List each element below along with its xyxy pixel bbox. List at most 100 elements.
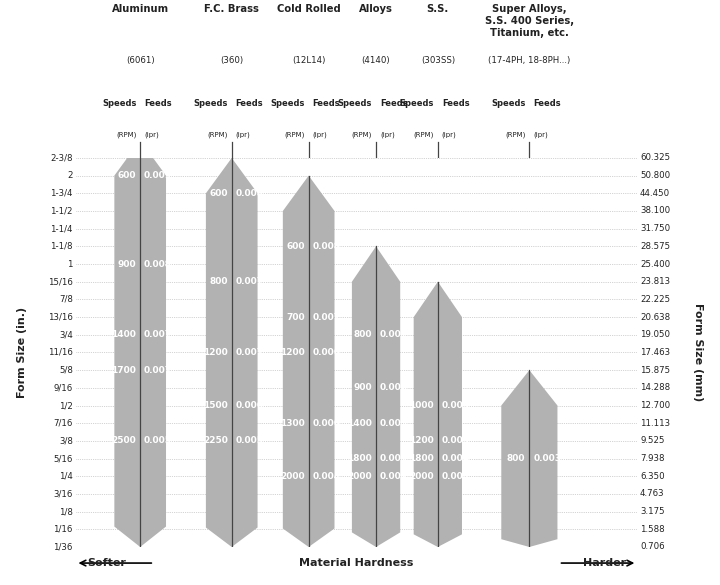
Text: 2500: 2500 (112, 436, 136, 445)
Text: 1.588: 1.588 (640, 525, 665, 534)
Text: 1/16: 1/16 (53, 525, 73, 534)
Text: 0.005: 0.005 (235, 436, 264, 445)
Text: 20.638: 20.638 (640, 312, 670, 322)
Text: 2-3/8: 2-3/8 (50, 153, 73, 163)
Text: 1-1/8: 1-1/8 (50, 242, 73, 251)
Text: 800: 800 (507, 454, 526, 463)
Text: Super Alloys,
S.S. 400 Series,
Titanium, etc.: Super Alloys, S.S. 400 Series, Titanium,… (485, 5, 574, 37)
Text: 1500: 1500 (203, 401, 228, 410)
Text: 7.938: 7.938 (640, 454, 665, 463)
Polygon shape (501, 370, 557, 547)
Text: 9.525: 9.525 (640, 436, 665, 445)
Text: 60.325: 60.325 (640, 153, 670, 163)
Text: 1-1/4: 1-1/4 (50, 224, 73, 233)
Text: Feeds: Feeds (144, 99, 172, 108)
Text: 0.005: 0.005 (380, 419, 408, 428)
Text: 1800: 1800 (347, 454, 372, 463)
Text: 1/2: 1/2 (59, 401, 73, 410)
Text: (6061): (6061) (126, 56, 155, 65)
Text: 2250: 2250 (203, 436, 228, 445)
Text: Speeds: Speeds (270, 99, 305, 108)
Polygon shape (283, 176, 335, 547)
Text: F.C. Brass: F.C. Brass (204, 5, 259, 15)
Text: (RPM): (RPM) (116, 131, 136, 138)
Text: 0.004: 0.004 (442, 472, 470, 481)
Text: 0.007: 0.007 (380, 331, 408, 339)
Text: 1800: 1800 (409, 454, 434, 463)
Text: 25.400: 25.400 (640, 260, 670, 269)
Text: (17-4PH, 18-8PH...): (17-4PH, 18-8PH...) (488, 56, 570, 65)
Text: 11/16: 11/16 (48, 348, 73, 357)
Text: S.S.: S.S. (427, 5, 449, 15)
Text: 14.288: 14.288 (640, 383, 670, 393)
Text: (12L14): (12L14) (292, 56, 325, 65)
Text: Softer: Softer (87, 558, 126, 568)
Text: 0.006: 0.006 (312, 419, 341, 428)
Text: (360): (360) (220, 56, 243, 65)
Text: 1: 1 (67, 260, 73, 269)
Text: Cold Rolled: Cold Rolled (276, 5, 341, 15)
Text: 0.007: 0.007 (144, 331, 172, 339)
Text: 0.004: 0.004 (442, 454, 470, 463)
Text: 2000: 2000 (280, 472, 305, 481)
Text: 13/16: 13/16 (48, 312, 73, 322)
Text: 0.006: 0.006 (380, 383, 408, 393)
Text: 1300: 1300 (280, 419, 305, 428)
Text: 0.005: 0.005 (144, 436, 172, 445)
Text: Harder: Harder (583, 558, 626, 568)
Text: 0.006: 0.006 (235, 401, 264, 410)
Text: 22.225: 22.225 (640, 295, 670, 304)
Text: 900: 900 (354, 383, 372, 393)
Text: 38.100: 38.100 (640, 207, 670, 215)
Text: 0.007: 0.007 (235, 348, 264, 357)
Text: 1/8: 1/8 (59, 507, 73, 516)
Text: Feeds: Feeds (534, 99, 561, 108)
Text: 23.813: 23.813 (640, 277, 670, 286)
Text: 7/8: 7/8 (59, 295, 73, 304)
Text: 2: 2 (67, 171, 73, 180)
Polygon shape (206, 158, 258, 547)
Text: Alloys: Alloys (359, 5, 393, 15)
Text: (RPM): (RPM) (207, 131, 228, 138)
Text: 0.004: 0.004 (312, 472, 341, 481)
Text: 3/8: 3/8 (59, 436, 73, 445)
Text: 0.007: 0.007 (144, 366, 172, 374)
Text: Feeds: Feeds (235, 99, 264, 108)
Text: 1200: 1200 (409, 436, 434, 445)
Text: 50.800: 50.800 (640, 171, 670, 180)
Polygon shape (414, 282, 462, 547)
Text: 0.003: 0.003 (534, 454, 562, 463)
Text: 700: 700 (286, 312, 305, 322)
Text: 31.750: 31.750 (640, 224, 670, 233)
Text: Speeds: Speeds (400, 99, 434, 108)
Text: 900: 900 (117, 260, 136, 269)
Text: (ipr): (ipr) (380, 131, 395, 138)
Text: 800: 800 (354, 331, 372, 339)
Text: 0.009: 0.009 (144, 171, 172, 180)
Text: 17.463: 17.463 (640, 348, 670, 357)
Text: 0.007: 0.007 (235, 277, 264, 286)
Text: (ipr): (ipr) (534, 131, 548, 138)
Text: Speeds: Speeds (102, 99, 136, 108)
Text: Speeds: Speeds (194, 99, 228, 108)
Text: Feeds: Feeds (442, 99, 469, 108)
Text: (4140): (4140) (361, 56, 390, 65)
Text: 15/16: 15/16 (48, 277, 73, 286)
Text: 0.005: 0.005 (380, 454, 408, 463)
Text: 15.875: 15.875 (640, 366, 670, 374)
Text: (303SS): (303SS) (420, 56, 455, 65)
Text: Speeds: Speeds (338, 99, 372, 108)
Text: 0.005: 0.005 (442, 401, 469, 410)
Text: 0.007: 0.007 (312, 312, 341, 322)
Text: 1200: 1200 (203, 348, 228, 357)
Text: 600: 600 (118, 171, 136, 180)
Text: Feeds: Feeds (380, 99, 408, 108)
Text: 9/16: 9/16 (53, 383, 73, 393)
Text: Aluminum: Aluminum (112, 5, 168, 15)
Text: 600: 600 (210, 189, 228, 198)
Text: 19.050: 19.050 (640, 331, 670, 339)
Text: 11.113: 11.113 (640, 419, 670, 428)
Text: (ipr): (ipr) (442, 131, 456, 138)
Text: 12.700: 12.700 (640, 401, 670, 410)
Text: 1200: 1200 (280, 348, 305, 357)
